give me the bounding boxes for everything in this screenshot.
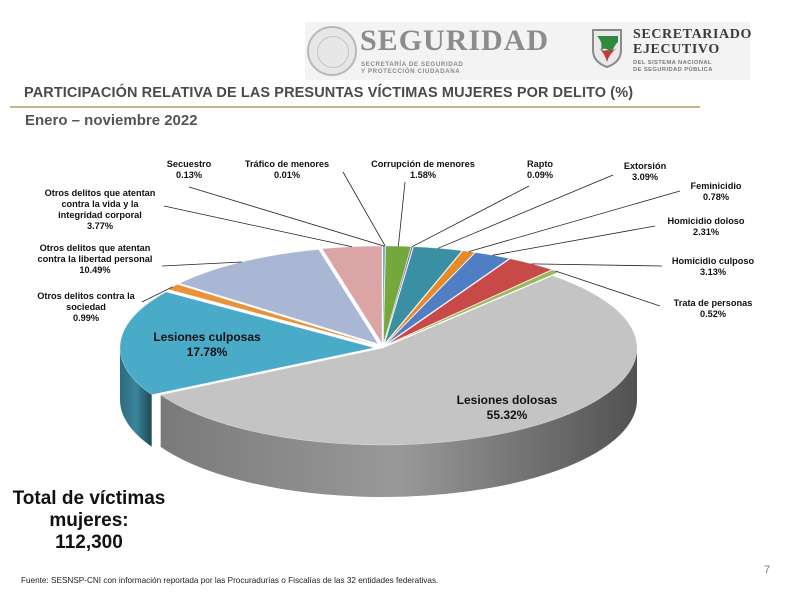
pie-slice	[386, 252, 510, 344]
leader-line	[437, 174, 614, 249]
page-number: 7	[764, 564, 771, 576]
leader-line	[161, 261, 242, 267]
brand-subtitle: SECRETARÍA DE SEGURIDAD Y PROTECCIÓN CIU…	[361, 61, 464, 75]
title-divider	[10, 106, 700, 108]
leader-line	[492, 225, 656, 256]
slice-label: Extorsión 3.09%	[624, 161, 667, 182]
slice-label: Otros delitos que atentan contra la vida …	[45, 188, 156, 231]
slice-label: Homicidio doloso 2.31%	[667, 216, 744, 237]
slice-label: Homicidio culposo 3.13%	[672, 256, 755, 277]
pie-sides	[120, 347, 638, 497]
slice-label: Lesiones culposas 17.78%	[153, 330, 261, 359]
slice-label: Rapto 0.09%	[527, 159, 553, 180]
slice-label: Secuestro 0.13%	[167, 159, 212, 180]
leader-line	[141, 286, 173, 303]
source-footnote: Fuente: SESNSP-CNI con información repor…	[21, 576, 439, 585]
period-subtitle: Enero – noviembre 2022	[25, 112, 198, 129]
pie-slice-side	[120, 347, 152, 447]
leader-line	[468, 190, 681, 253]
pie-tops	[119, 245, 638, 446]
total-victims: Total de víctimas mujeres: 112,300	[12, 488, 166, 553]
leader-line	[163, 205, 353, 248]
brand-title: SEGURIDAD	[360, 24, 550, 57]
secretariado-title: SECRETARIADO EJECUTIVO	[633, 27, 752, 57]
logo-bar	[305, 22, 750, 80]
slice-label: Trata de personas 0.52%	[674, 298, 753, 319]
slice-label: Corrupción de menores 1.58%	[371, 159, 475, 180]
pie-labels: Secuestro 0.13% Tráfico de menores 0.01% Cor…	[37, 159, 754, 422]
pie-slice	[321, 245, 383, 345]
slice-label: Lesiones dolosas 55.32%	[457, 393, 558, 422]
slice-label: Feminicidio 0.78%	[690, 181, 741, 202]
slice-label: Tráfico de menores 0.01%	[245, 159, 329, 180]
leader-line	[397, 181, 406, 247]
slice-label: Otros delitos que atentan contra la liber…	[38, 243, 153, 275]
secretariado-shield-icon	[592, 29, 622, 68]
chart-title: PARTICIPACIÓN RELATIVA DE LAS PRESUNTAS …	[24, 85, 634, 101]
leader-line	[342, 171, 386, 247]
leader-line	[411, 185, 530, 248]
secretariado-subtitle: DEL SISTEMA NACIONAL DE SEGURIDAD PÚBLIC…	[633, 60, 713, 73]
leader-line	[531, 263, 663, 267]
pie-slice	[384, 246, 463, 344]
leader-line	[188, 186, 385, 247]
pie-slice-side	[160, 348, 638, 497]
pie-slice	[385, 250, 476, 344]
slice-label: Otros delitos contra la sociedad 0.99%	[37, 291, 135, 323]
leader-line	[555, 270, 661, 307]
national-seal-icon	[307, 26, 357, 76]
pie-slice	[179, 249, 379, 345]
pie-slice	[159, 275, 638, 446]
pie-slice	[119, 291, 375, 395]
